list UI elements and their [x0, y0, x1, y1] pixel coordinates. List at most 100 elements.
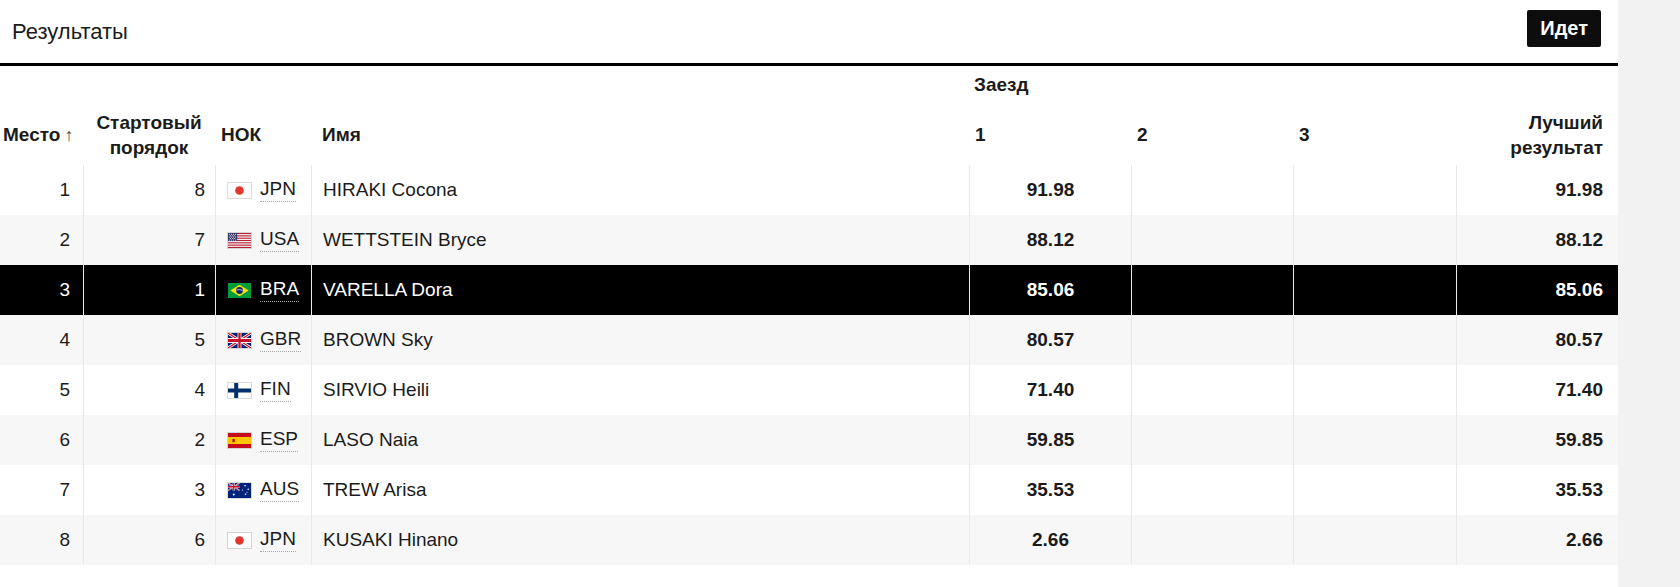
- run-1-cell: 88.12: [969, 215, 1131, 265]
- run-3-cell: [1293, 365, 1456, 415]
- page-title: Результаты: [12, 19, 128, 45]
- noc-code[interactable]: AUS: [260, 478, 299, 502]
- name-cell: TREW Arisa: [311, 465, 969, 515]
- column-header-place[interactable]: Место↑: [0, 123, 83, 148]
- result-row: 45GBRBROWN Sky80.5780.57: [0, 315, 1618, 365]
- header-spacer: [1456, 66, 1618, 106]
- best-result-cell: 91.98: [1456, 165, 1618, 215]
- flag-jpn-icon: [228, 183, 251, 198]
- place-cell: 7: [0, 465, 83, 515]
- place-cell: 8: [0, 515, 83, 565]
- result-row: 27USAWETTSTEIN Bryce88.1288.12: [0, 215, 1618, 265]
- flag-fin-icon: [228, 383, 251, 398]
- results-widget: Результаты Идет Заезд Место↑ Стартовый п…: [0, 0, 1618, 587]
- run-2-cell: [1131, 365, 1293, 415]
- best-result-cell: 80.57: [1456, 315, 1618, 365]
- start-order-cell: 6: [83, 515, 215, 565]
- result-row: 73AUSTREW Arisa35.5335.53: [0, 465, 1618, 515]
- name-cell: LASO Naia: [311, 415, 969, 465]
- flag-usa-icon: [228, 233, 251, 248]
- place-cell: 4: [0, 315, 83, 365]
- flag-esp-icon: [228, 433, 251, 448]
- flag-gbr-icon: [228, 333, 251, 348]
- sort-ascending-icon[interactable]: ↑: [64, 125, 73, 145]
- run-2-cell: [1131, 415, 1293, 465]
- name-cell: BROWN Sky: [311, 315, 969, 365]
- noc-cell: JPN: [215, 165, 311, 215]
- noc-code[interactable]: JPN: [260, 528, 296, 552]
- run-3-cell: [1293, 165, 1456, 215]
- column-header-start-order: Стартовый порядок: [83, 111, 215, 160]
- noc-cell: FIN: [215, 365, 311, 415]
- result-row: 54FINSIRVIO Heili71.4071.40: [0, 365, 1618, 415]
- name-cell: KUSAKI Hinano: [311, 515, 969, 565]
- run-2-cell: [1131, 215, 1293, 265]
- run-2-cell: [1131, 165, 1293, 215]
- run-3-cell: [1293, 515, 1456, 565]
- column-header-run-3: 3: [1293, 123, 1456, 148]
- noc-cell: JPN: [215, 515, 311, 565]
- noc-code[interactable]: BRA: [260, 278, 299, 302]
- column-header-name: Имя: [311, 123, 969, 148]
- run-1-cell: 2.66: [969, 515, 1131, 565]
- name-cell: SIRVIO Heili: [311, 365, 969, 415]
- run-3-cell: [1293, 465, 1456, 515]
- flag-bra-icon: [228, 283, 251, 298]
- result-row: 62ESPLASO Naia59.8559.85: [0, 415, 1618, 465]
- noc-cell: GBR: [215, 315, 311, 365]
- best-result-cell: 2.66: [1456, 515, 1618, 565]
- noc-cell: AUS: [215, 465, 311, 515]
- noc-cell: BRA: [215, 265, 311, 315]
- name-cell: VARELLA Dora: [311, 265, 969, 315]
- place-cell: 5: [0, 365, 83, 415]
- noc-code[interactable]: ESP: [260, 428, 298, 452]
- start-order-cell: 3: [83, 465, 215, 515]
- results-table-body: 18JPNHIRAKI Cocona91.9891.9827USAWETTSTE…: [0, 165, 1618, 565]
- run-1-cell: 71.40: [969, 365, 1131, 415]
- run-1-cell: 59.85: [969, 415, 1131, 465]
- column-header-run-2: 2: [1131, 123, 1293, 148]
- best-result-cell: 85.06: [1456, 265, 1618, 315]
- flag-jpn-icon: [228, 533, 251, 548]
- noc-cell: USA: [215, 215, 311, 265]
- run-1-cell: 91.98: [969, 165, 1131, 215]
- run-2-cell: [1131, 515, 1293, 565]
- start-order-cell: 7: [83, 215, 215, 265]
- run-2-cell: [1131, 265, 1293, 315]
- run-3-cell: [1293, 315, 1456, 365]
- start-order-cell: 1: [83, 265, 215, 315]
- result-row: 18JPNHIRAKI Cocona91.9891.98: [0, 165, 1618, 215]
- best-result-cell: 88.12: [1456, 215, 1618, 265]
- run-1-cell: 85.06: [969, 265, 1131, 315]
- name-cell: HIRAKI Cocona: [311, 165, 969, 215]
- run-2-cell: [1131, 465, 1293, 515]
- place-cell: 1: [0, 165, 83, 215]
- start-order-cell: 2: [83, 415, 215, 465]
- run-1-cell: 80.57: [969, 315, 1131, 365]
- run-3-cell: [1293, 215, 1456, 265]
- table-header-group-row: Заезд: [0, 66, 1618, 106]
- noc-code[interactable]: GBR: [260, 328, 301, 352]
- best-result-cell: 59.85: [1456, 415, 1618, 465]
- column-header-noc: НОК: [215, 123, 311, 148]
- start-order-cell: 5: [83, 315, 215, 365]
- place-cell: 3: [0, 265, 83, 315]
- column-header-best-result: Лучший результат: [1456, 111, 1618, 160]
- status-badge: Идет: [1527, 10, 1601, 47]
- result-row: 86JPNKUSAKI Hinano2.662.66: [0, 515, 1618, 565]
- noc-code[interactable]: USA: [260, 228, 299, 252]
- place-cell: 6: [0, 415, 83, 465]
- run-3-cell: [1293, 415, 1456, 465]
- start-order-cell: 8: [83, 165, 215, 215]
- noc-code[interactable]: JPN: [260, 178, 296, 202]
- name-cell: WETTSTEIN Bryce: [311, 215, 969, 265]
- best-result-cell: 71.40: [1456, 365, 1618, 415]
- place-cell: 2: [0, 215, 83, 265]
- flag-aus-icon: [228, 483, 251, 498]
- header-spacer: [0, 66, 969, 106]
- table-header-row: Место↑ Стартовый порядок НОК Имя 1 2 3 Л…: [0, 106, 1618, 165]
- column-header-place-label: Место: [3, 124, 60, 145]
- noc-code[interactable]: FIN: [260, 378, 291, 402]
- run-group-header: Заезд: [969, 66, 1456, 98]
- run-1-cell: 35.53: [969, 465, 1131, 515]
